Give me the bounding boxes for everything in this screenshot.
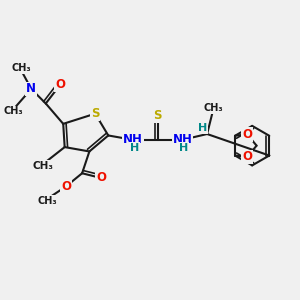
Text: O: O xyxy=(96,171,106,184)
Text: H: H xyxy=(198,123,207,133)
Text: H: H xyxy=(130,143,139,153)
Text: N: N xyxy=(26,82,36,95)
Text: O: O xyxy=(61,180,71,193)
Text: O: O xyxy=(242,128,252,141)
Text: CH₃: CH₃ xyxy=(38,196,57,206)
Text: CH₃: CH₃ xyxy=(204,103,223,113)
Text: CH₃: CH₃ xyxy=(11,63,31,73)
Text: CH₃: CH₃ xyxy=(32,161,53,171)
Text: CH₃: CH₃ xyxy=(3,106,23,116)
Text: NH: NH xyxy=(172,133,192,146)
Text: S: S xyxy=(153,109,162,122)
Text: O: O xyxy=(242,151,252,164)
Text: NH: NH xyxy=(123,133,143,146)
Text: O: O xyxy=(55,78,65,91)
Text: S: S xyxy=(91,107,99,120)
Text: H: H xyxy=(179,143,188,153)
